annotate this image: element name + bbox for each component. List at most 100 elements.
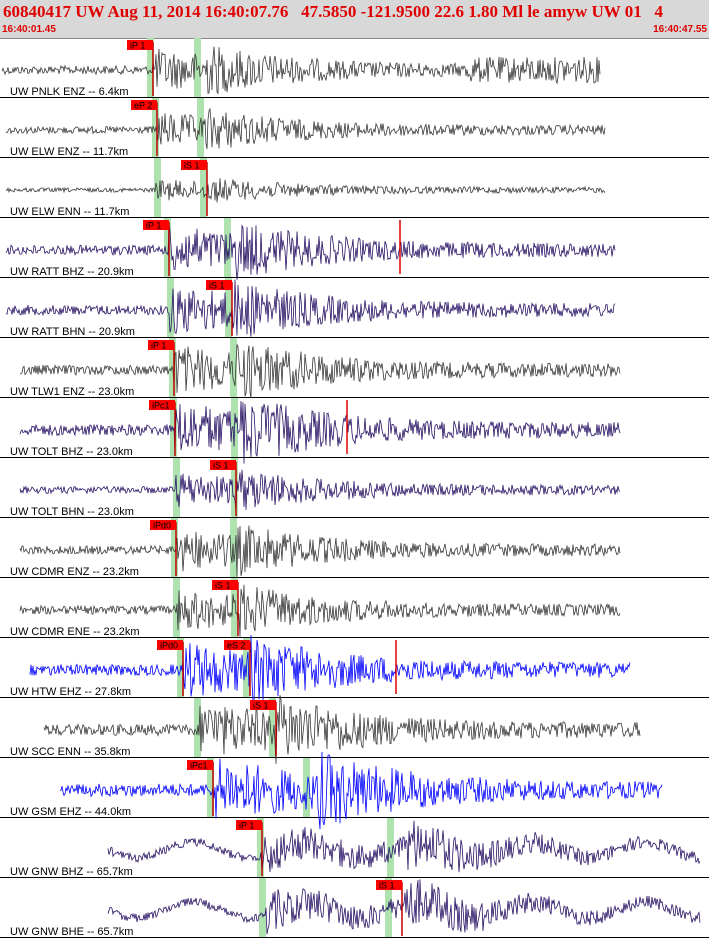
trace-row: iS 1 UW SCC ENN -- 35.8km bbox=[0, 695, 709, 764]
pick-label: iPc1 bbox=[152, 401, 170, 411]
waveform bbox=[59, 751, 663, 830]
trace-row: iS 1 UW GNW BHE -- 65.7km bbox=[0, 878, 709, 938]
pick-flag[interactable] bbox=[181, 160, 207, 170]
trace-row: iP 1 UW TLW1 ENZ -- 23.0km bbox=[0, 338, 709, 399]
station-label: UW ELW ENZ -- 11.7km bbox=[10, 146, 128, 158]
trace-row: iP 1 UW PNLK ENZ -- 6.4km bbox=[0, 38, 709, 98]
station-label: UW HTW EHZ -- 27.8km bbox=[10, 686, 131, 698]
station-label: UW SCC ENN -- 35.8km bbox=[10, 746, 130, 758]
pick-flag[interactable] bbox=[212, 580, 238, 590]
station-label: UW TOLT BHZ -- 23.0km bbox=[10, 446, 133, 458]
pick-flag[interactable] bbox=[157, 640, 183, 650]
pick-label: iS 1 bbox=[379, 881, 395, 891]
waveform bbox=[5, 107, 606, 149]
waveform bbox=[19, 525, 621, 577]
pick-label: iS 1 bbox=[253, 701, 269, 711]
pick-window bbox=[303, 758, 310, 817]
pick-label: iP 1 bbox=[239, 821, 254, 831]
pick-window bbox=[224, 218, 231, 277]
station-label: UW PNLK ENZ -- 6.4km bbox=[10, 86, 129, 98]
trace-row: iPc1 UW TOLT BHZ -- 23.0km bbox=[0, 398, 709, 464]
pick-flag[interactable] bbox=[210, 460, 236, 470]
trace-row: iS 1 UW TOLT BHN -- 23.0km bbox=[0, 458, 709, 518]
pick-flag[interactable] bbox=[206, 280, 232, 290]
pick-window bbox=[207, 758, 214, 817]
pick-window bbox=[170, 398, 177, 457]
pick-window bbox=[194, 38, 201, 97]
pick-flag[interactable] bbox=[127, 40, 153, 50]
pick-flag[interactable] bbox=[250, 700, 276, 710]
event-title: 60840417 UW Aug 11, 2014 16:40:07.76 47.… bbox=[3, 2, 664, 21]
station-label: UW ELW ENN -- 11.7km bbox=[10, 206, 129, 218]
pick-flag[interactable] bbox=[236, 820, 262, 830]
trace-row: iS 1 UW CDMR ENE -- 23.2km bbox=[0, 578, 709, 638]
pick-label: iP 1 bbox=[146, 221, 161, 231]
waveform bbox=[19, 584, 621, 637]
waveform bbox=[19, 401, 621, 464]
pick-window bbox=[171, 518, 178, 577]
event-header: 60840417 UW Aug 11, 2014 16:40:07.76 47.… bbox=[0, 0, 709, 39]
station-label: UW TOLT BHN -- 23.0km bbox=[10, 506, 134, 518]
pick-window bbox=[197, 98, 204, 157]
waveform bbox=[5, 279, 616, 337]
station-label: UW GNW BHZ -- 65.7km bbox=[10, 866, 133, 878]
pick-flag[interactable] bbox=[224, 640, 250, 650]
trace-row: iPc1 UW GSM EHZ -- 44.0km bbox=[0, 751, 709, 830]
waveform bbox=[107, 820, 701, 873]
pick-window bbox=[200, 158, 207, 217]
station-label: UW RATT BHN -- 20.9km bbox=[10, 326, 135, 338]
pick-window bbox=[387, 818, 394, 877]
trace-row: iPd0 UW CDMR ENZ -- 23.2km bbox=[0, 518, 709, 578]
pick-label: eP 2 bbox=[134, 101, 152, 111]
pick-flag[interactable] bbox=[148, 340, 174, 350]
pick-window bbox=[259, 878, 266, 937]
pick-window bbox=[164, 218, 171, 277]
start-time-label: 16:40:01.45 bbox=[2, 24, 56, 35]
trace-row: iP 1 UW GNW BHZ -- 65.7km bbox=[0, 818, 709, 878]
pick-label: iS 1 bbox=[209, 281, 225, 291]
pick-flag[interactable] bbox=[376, 880, 402, 890]
pick-label: iS 1 bbox=[215, 581, 231, 591]
pick-label: iPc1 bbox=[190, 761, 208, 771]
pick-window bbox=[231, 578, 238, 637]
waveform bbox=[19, 344, 621, 399]
trace-row: iP 1 UW RATT BHZ -- 20.9km bbox=[0, 218, 709, 280]
waveform bbox=[1, 46, 601, 95]
pick-label: iPd0 bbox=[153, 521, 171, 531]
waveform bbox=[29, 634, 631, 705]
station-label: UW CDMR ENZ -- 23.2km bbox=[10, 566, 139, 578]
pick-label: iS 1 bbox=[184, 161, 200, 171]
pick-label: iP 1 bbox=[151, 341, 166, 351]
pick-label: iP 1 bbox=[130, 41, 145, 51]
pick-label: iS 1 bbox=[213, 461, 229, 471]
pick-window bbox=[147, 38, 154, 97]
waveform bbox=[5, 178, 606, 203]
trace-row: eP 2 UW ELW ENZ -- 11.7km bbox=[0, 98, 709, 158]
pick-flag[interactable] bbox=[149, 400, 175, 410]
pick-window bbox=[231, 458, 238, 517]
pick-window bbox=[257, 818, 264, 877]
pick-window bbox=[167, 278, 174, 337]
waveform bbox=[107, 879, 701, 935]
pick-window bbox=[269, 698, 276, 757]
pick-flag[interactable] bbox=[187, 760, 213, 770]
pick-window bbox=[230, 338, 237, 397]
pick-flag[interactable] bbox=[143, 220, 169, 230]
trace-row: iS 1 UW RATT BHN -- 20.9km bbox=[0, 278, 709, 338]
end-time-label: 16:40:47.55 bbox=[653, 24, 707, 35]
pick-flag[interactable] bbox=[131, 100, 157, 110]
station-label: UW TLW1 ENZ -- 23.0km bbox=[10, 386, 134, 398]
waveform bbox=[5, 224, 616, 280]
station-label: UW RATT BHZ -- 20.9km bbox=[10, 266, 134, 278]
trace-row: iS 1 UW ELW ENN -- 11.7km bbox=[0, 158, 709, 218]
pick-window bbox=[225, 278, 232, 337]
station-label: UW GNW BHE -- 65.7km bbox=[10, 926, 133, 938]
station-label: UW GSM EHZ -- 44.0km bbox=[10, 806, 131, 818]
station-label: UW CDMR ENE -- 23.2km bbox=[10, 626, 140, 638]
pick-window bbox=[154, 158, 161, 217]
seismogram-panel: iP 1 UW PNLK ENZ -- 6.4km eP 2 UW ELW ENZ -… bbox=[0, 38, 709, 938]
pick-flag[interactable] bbox=[150, 520, 176, 530]
trace-row: iPd0 eS 2 UW HTW EHZ -- 27.8km bbox=[0, 634, 709, 705]
pick-label: eS 2 bbox=[227, 641, 246, 651]
waveform bbox=[43, 695, 641, 764]
